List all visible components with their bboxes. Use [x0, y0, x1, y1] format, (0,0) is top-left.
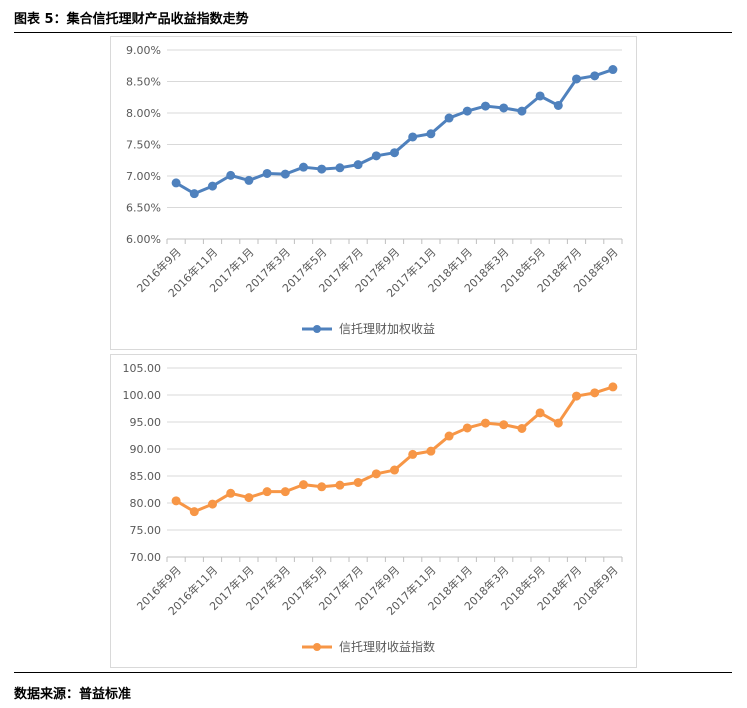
y-tick-label: 9.00%	[126, 44, 161, 57]
legend-label: 信托理财收益指数	[339, 639, 435, 654]
data-point	[408, 132, 418, 142]
data-point	[408, 449, 418, 459]
data-point	[499, 420, 509, 430]
data-point	[171, 178, 181, 188]
legend-label: 信托理财加权收益	[339, 322, 435, 336]
figure-title: 图表 5：集合信托理财产品收益指数走势	[14, 12, 249, 27]
chart-panel-weighted-yield: 6.00% 6.50% 7.00% 7.50% 8.00% 8.50% 9.00% 2016年…	[110, 36, 637, 350]
bottom-rule	[14, 672, 732, 673]
y-tick-label: 80.00	[130, 497, 162, 510]
top-rule	[14, 32, 732, 33]
data-point	[553, 418, 563, 428]
data-point	[426, 129, 436, 139]
data-point	[572, 74, 581, 84]
data-point	[590, 71, 600, 81]
data-point	[189, 507, 199, 517]
data-point	[299, 162, 308, 172]
data-point	[608, 382, 618, 392]
data-point	[208, 181, 217, 191]
data-point	[335, 163, 345, 173]
data-point	[572, 391, 581, 401]
data-point	[553, 100, 563, 110]
data-point	[481, 418, 490, 428]
y-tick-label: 8.00%	[126, 107, 161, 120]
data-point	[481, 101, 490, 111]
data-point	[317, 164, 327, 174]
y-tick-label: 90.00	[130, 443, 162, 456]
data-point	[590, 388, 600, 398]
data-point	[535, 408, 545, 418]
data-point	[262, 487, 272, 497]
series-line	[174, 68, 615, 196]
data-point	[244, 493, 254, 503]
data-point	[335, 480, 345, 490]
data-point	[371, 469, 381, 479]
data-point	[462, 106, 472, 116]
data-point	[426, 446, 436, 456]
y-tick-label: 105.00	[123, 362, 162, 375]
chart-yield-index: 70.00 75.00 80.00 85.00 90.00 95.00 100.00 105.…	[123, 362, 623, 654]
data-point	[226, 488, 236, 498]
y-tick-label: 100.00	[123, 389, 162, 402]
y-tick-label: 8.50%	[126, 76, 161, 89]
data-point	[371, 151, 381, 161]
data-point	[390, 465, 399, 475]
data-point	[280, 169, 290, 179]
data-point	[299, 480, 308, 490]
data-point	[517, 106, 527, 116]
data-point	[244, 175, 254, 185]
legend-swatch-marker	[313, 325, 321, 333]
chart-weighted-yield: 6.00%6.50%7.00%7.50%8.00%8.50%9.00%2016年…	[126, 44, 623, 336]
y-tick-label: 95.00	[130, 416, 162, 429]
y-tick-label: 70.00	[130, 551, 162, 564]
data-point	[317, 482, 327, 492]
y-tick-label: 7.50%	[126, 139, 161, 152]
data-point	[608, 65, 618, 75]
data-point	[208, 499, 217, 509]
data-point	[499, 103, 509, 113]
y-tick-label: 6.00%	[126, 233, 161, 246]
data-point	[444, 431, 454, 441]
data-point	[353, 160, 363, 170]
data-point	[280, 487, 290, 497]
y-tick-label: 75.00	[130, 524, 162, 537]
data-point	[444, 113, 454, 123]
data-point	[262, 168, 272, 178]
data-point	[535, 91, 545, 101]
data-point	[189, 189, 199, 199]
y-tick-label: 6.50%	[126, 202, 161, 215]
data-point	[517, 423, 527, 433]
data-point	[462, 423, 472, 433]
y-tick-label: 85.00	[130, 470, 162, 483]
legend-swatch-marker	[313, 643, 321, 651]
data-point	[390, 148, 399, 158]
data-source-note: 数据来源：普益标准	[14, 687, 132, 702]
data-point	[226, 170, 236, 180]
data-point	[171, 496, 181, 506]
chart-panel-yield-index: 70.00 75.00 80.00 85.00 90.00 95.00 100.00 105.…	[110, 354, 637, 668]
y-tick-label: 7.00%	[126, 170, 161, 183]
data-point	[353, 477, 363, 487]
